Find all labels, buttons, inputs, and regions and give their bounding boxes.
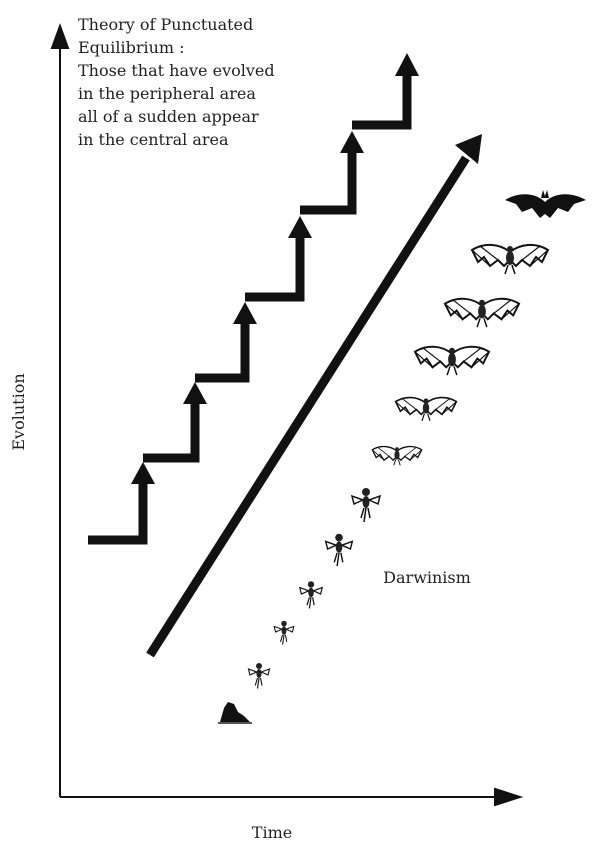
x-axis-label: Time	[252, 823, 292, 842]
step-arrow	[340, 131, 364, 153]
gradual-arrowhead	[455, 134, 482, 164]
gradual-arrow	[146, 134, 482, 658]
step	[143, 398, 200, 463]
bat	[443, 297, 521, 329]
y-axis-arrow	[50, 23, 70, 49]
step-arrow	[288, 216, 312, 238]
bat	[371, 445, 423, 467]
note: Theory of Punctuated Equilibrium : Those…	[78, 15, 275, 149]
proto-bat	[273, 620, 295, 646]
note-line: Theory of Punctuated	[78, 15, 253, 34]
step	[88, 478, 148, 545]
bat	[471, 243, 549, 275]
step	[300, 147, 357, 215]
gradual-label: Darwinism	[383, 568, 471, 587]
proto-bat	[299, 580, 323, 610]
figures	[218, 190, 586, 724]
gradual-line	[146, 155, 470, 658]
y-axis-label: Evolution	[9, 373, 28, 450]
note-line: all of a sudden appear	[78, 107, 259, 126]
x-axis-arrow	[494, 787, 524, 807]
step-arrow	[131, 462, 155, 484]
note-line: Those that have evolved	[78, 61, 275, 80]
step	[195, 318, 250, 383]
step-arrow	[395, 53, 419, 76]
step	[352, 72, 412, 130]
step	[245, 232, 305, 302]
proto-bat	[247, 662, 271, 690]
note-line: in the central area	[78, 130, 229, 149]
bat	[394, 396, 458, 422]
proto-bat	[324, 533, 354, 567]
bat	[413, 345, 491, 377]
axes	[50, 23, 524, 807]
note-line: in the peripheral area	[78, 84, 256, 103]
note-line: Equilibrium :	[78, 38, 185, 57]
staircase	[88, 53, 419, 545]
step-arrow	[183, 382, 207, 404]
modern-bat	[505, 190, 586, 218]
proto-bat	[351, 487, 381, 523]
ancestor	[220, 702, 250, 722]
step-arrow	[233, 302, 257, 324]
